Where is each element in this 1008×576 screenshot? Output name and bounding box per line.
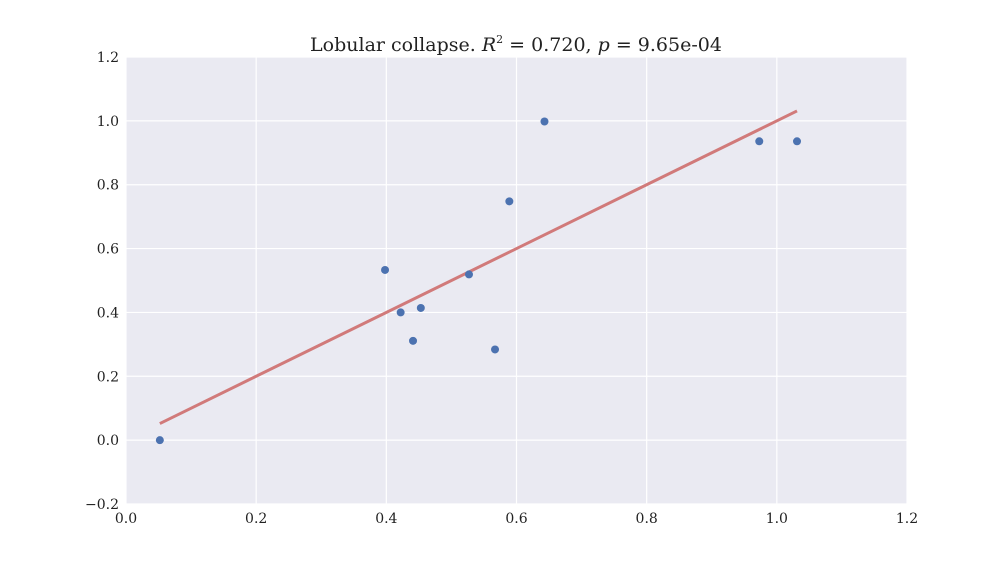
data-points	[155, 117, 802, 445]
y-tick-label: 0.8	[97, 178, 119, 194]
data-point	[755, 137, 764, 146]
data-point	[409, 336, 418, 345]
data-point	[491, 345, 500, 354]
x-gridlines	[125, 57, 908, 504]
y-tick-label: −0.2	[85, 497, 119, 513]
x-tick-label: 0.6	[505, 511, 527, 527]
regression-line-group	[159, 109, 798, 425]
x-tick-label: 0.4	[375, 511, 397, 527]
y-tick-label: 0.2	[97, 369, 119, 385]
x-tick-label: 0.0	[115, 511, 137, 527]
data-point	[416, 303, 425, 312]
y-tick-label: 0.0	[97, 433, 119, 449]
title-name: Lobular collapse.	[310, 34, 482, 56]
data-point	[464, 270, 473, 279]
y-tick-label: 0.4	[97, 305, 119, 321]
y-tick-labels: −0.2 0.0 0.2 0.4 0.6 0.8 1.0 1.2	[85, 50, 119, 513]
x-tick-label: 0.2	[245, 511, 267, 527]
data-point	[396, 308, 405, 317]
data-point	[381, 265, 390, 274]
regression-line	[159, 109, 798, 425]
y-tick-label: 0.6	[97, 242, 119, 258]
title-p-value: = 9.65e-04	[610, 34, 722, 56]
data-point	[793, 137, 802, 146]
title-r-symbol: R	[481, 34, 496, 56]
x-tick-label: 0.8	[636, 511, 658, 527]
y-gridlines	[126, 56, 907, 505]
x-tick-label: 1.0	[766, 511, 788, 527]
y-tick-label: 1.0	[97, 114, 119, 130]
x-tick-labels: 0.0 0.2 0.4 0.6 0.8 1.0 1.2	[115, 511, 918, 527]
data-point	[540, 117, 549, 126]
title-p-symbol: p	[598, 34, 610, 56]
data-point	[505, 197, 514, 206]
x-tick-label: 1.2	[896, 511, 918, 527]
chart-title: Lobular collapse. R2 = 0.720, p = 9.65e-…	[310, 33, 722, 56]
title-r-exponent: 2	[496, 33, 503, 46]
data-point	[155, 436, 164, 445]
title-r-value: = 0.720,	[503, 34, 597, 56]
y-tick-label: 1.2	[97, 50, 119, 66]
